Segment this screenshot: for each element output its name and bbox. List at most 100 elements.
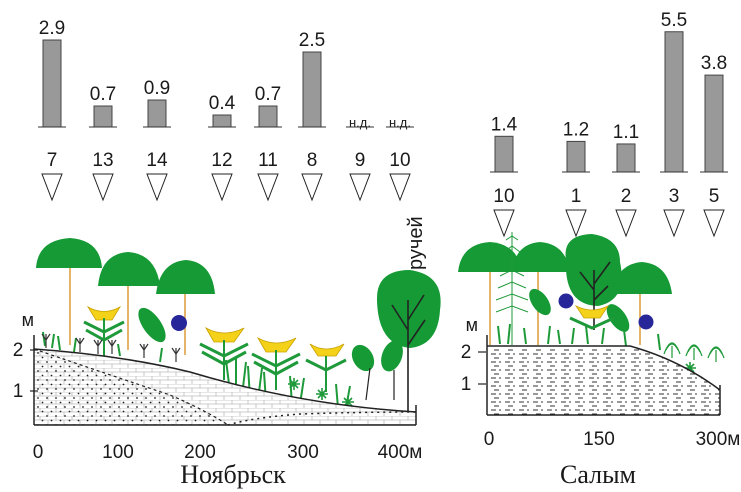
y-tick-label: 1	[461, 374, 472, 395]
bar-value-label: 5.5	[661, 10, 687, 31]
panel-caption: Салым	[560, 460, 636, 489]
site-number-label: 14	[146, 150, 168, 171]
site-markers-noyabrsk: 7 13 14 12 11 8 9 10	[41, 150, 411, 202]
y-tick-label: 2	[13, 340, 24, 361]
bar	[566, 140, 586, 173]
site-marker-triangle-icon	[301, 173, 323, 202]
tree-icon	[98, 252, 160, 350]
bar-value-label: 1.2	[563, 119, 589, 140]
site-marker-triangle-icon	[615, 209, 637, 238]
site-number-label: 11	[258, 150, 278, 171]
panel-salym: 1.4 1.2 1.15.53.8 10 1 2 3 5	[458, 10, 740, 489]
bar-value-label: 1.4	[491, 114, 518, 135]
bar-value-label: 0.7	[90, 84, 116, 105]
bar	[258, 105, 278, 128]
site-marker-triangle-icon	[389, 173, 411, 202]
x-tick-label: 200	[184, 442, 216, 463]
shrub-icon	[41, 333, 181, 362]
x-tick-label: 400м	[378, 442, 423, 463]
bar-value-label: 2.5	[299, 30, 325, 51]
bar-series-salym: 1.4 1.2 1.1 5.5 3.8	[490, 10, 728, 173]
fern-icon	[663, 342, 725, 362]
site-markers-salym: 10 1 2 3 5	[493, 186, 725, 238]
site-number-label: 8	[307, 150, 318, 171]
bar-value-label: 1.1	[613, 122, 639, 143]
vegetation-noyabrsk	[36, 238, 441, 415]
site-marker-triangle-icon	[146, 173, 168, 202]
site-number-label: 12	[211, 150, 232, 171]
leaf-icon	[138, 307, 166, 343]
grass-icon	[497, 323, 661, 351]
site-marker-triangle-icon	[493, 209, 515, 238]
no-data-label: н.д.	[389, 115, 411, 130]
x-tick-label: 300м	[696, 429, 741, 450]
x-tick-label: 0	[484, 429, 495, 450]
bar-series-noyabrsk: 2.9 0.7 0.9 0.4 0.7 2.5 н.д. н.д.	[38, 18, 414, 130]
site-number-label: 7	[47, 150, 58, 171]
site-marker-triangle-icon	[703, 209, 725, 238]
bar-value-label: 3.8	[701, 53, 727, 74]
bar	[704, 74, 724, 173]
flower-icon	[305, 343, 347, 392]
site-marker-triangle-icon	[565, 209, 587, 238]
panel-noyabrsk: 2.90.7 0.90.4 0.72.5н.д. н.д. 7 13 14 12 11 8 9 10	[13, 18, 441, 489]
site-marker-triangle-icon	[663, 209, 685, 238]
axes-salym: 0 150 300м 2 1 м	[461, 315, 741, 450]
berry-icon	[558, 293, 574, 309]
bar	[42, 39, 62, 128]
bar	[93, 105, 113, 128]
soil-profile-noyabrsk	[33, 335, 417, 426]
y-unit-label: м	[466, 315, 478, 335]
site-number-label: 1	[571, 186, 582, 207]
vegetation-salym	[458, 232, 725, 374]
soil-profile-salym	[486, 335, 721, 416]
bar	[147, 99, 167, 128]
site-number-label: 9	[355, 150, 366, 171]
y-unit-label: м	[22, 310, 34, 330]
site-marker-triangle-icon	[92, 173, 114, 202]
berry-icon	[171, 315, 187, 331]
site-number-label: 10	[493, 186, 514, 207]
axes-noyabrsk: 0 100 200 300 400м 2 1 м	[13, 310, 423, 463]
panel-caption: Ноябрьск	[180, 460, 286, 489]
site-marker-triangle-icon	[41, 173, 63, 202]
x-tick-label: 0	[33, 442, 44, 463]
stream-label: ручей	[405, 216, 427, 270]
bar	[616, 143, 636, 173]
spruce-tree-icon	[495, 232, 529, 345]
site-marker-triangle-icon	[257, 173, 279, 202]
flower-icon	[251, 336, 301, 390]
tree-icon	[36, 238, 102, 345]
tree-icon	[458, 242, 522, 345]
berry-icon	[638, 314, 654, 330]
flower-icon	[199, 326, 249, 380]
no-data-label: н.д.	[349, 115, 371, 130]
bar-value-label: 0.9	[144, 78, 170, 99]
flower-icon	[83, 305, 125, 358]
site-number-label: 2	[621, 186, 632, 207]
site-marker-triangle-icon	[211, 173, 233, 202]
site-number-label: 10	[389, 150, 410, 171]
bar-value-label: 2.9	[39, 18, 65, 39]
tree-icon	[156, 260, 215, 355]
y-tick-label: 1	[13, 381, 24, 402]
grass-icon	[42, 331, 351, 409]
site-number-label: 13	[92, 150, 113, 171]
bar	[212, 114, 232, 128]
birch-tree-icon	[529, 234, 630, 332]
x-tick-label: 100	[102, 442, 134, 463]
y-tick-label: 2	[461, 342, 472, 363]
flower-icon	[569, 304, 615, 330]
birch-tree-icon	[351, 270, 441, 415]
x-tick-label: 300	[287, 442, 319, 463]
site-number-label: 3	[669, 186, 680, 207]
bar	[664, 31, 684, 173]
bar-value-label: 0.7	[255, 84, 281, 105]
bar	[302, 51, 322, 128]
bar	[494, 135, 514, 173]
bar-value-label: 0.4	[209, 93, 236, 114]
site-marker-triangle-icon	[349, 173, 371, 202]
site-number-label: 5	[709, 186, 720, 207]
x-tick-label: 150	[583, 429, 615, 450]
